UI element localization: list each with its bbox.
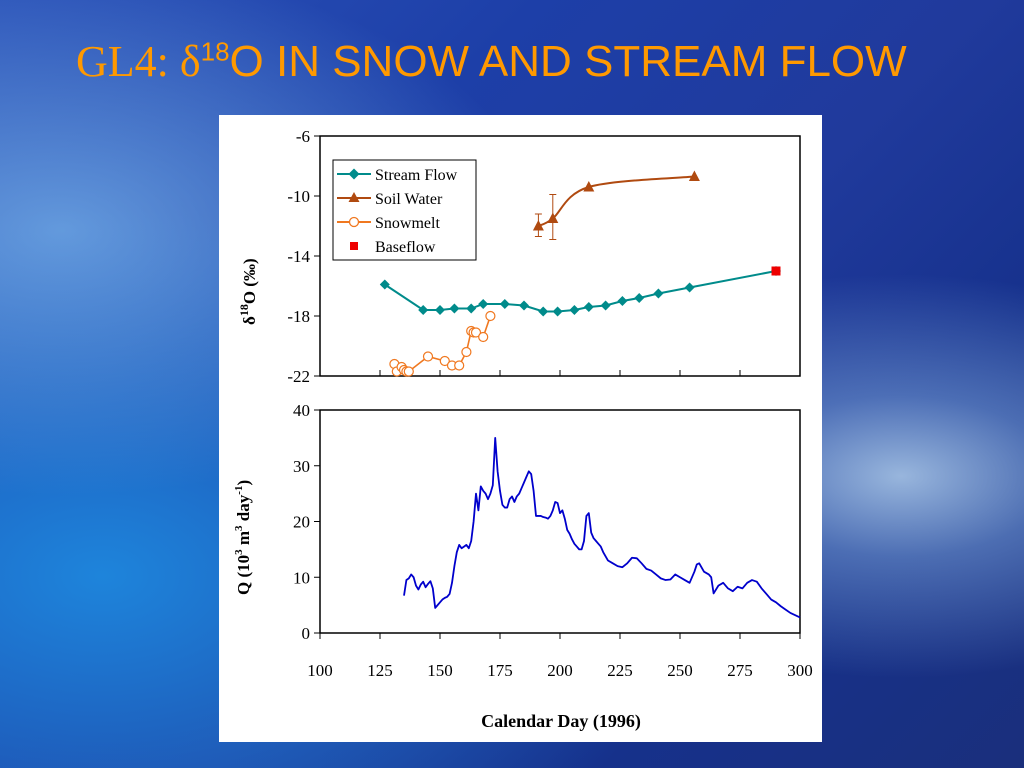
isotope-y-tick-label: -22 (287, 367, 310, 386)
discharge-y-ticks: 0 10 20 30 40 (293, 401, 320, 643)
x-tick-label: 125 (367, 661, 393, 680)
isotope-y-tick-label: -6 (296, 127, 310, 146)
discharge-chart: 0 10 20 30 40 100 125 150 175 200 225 250 275 300 Q … (233, 401, 813, 732)
isotope-y-ticks: -6 -10 -14 -18 -22 (287, 127, 320, 386)
stream-flow-point (519, 300, 529, 311)
isotope-series (379, 170, 781, 377)
discharge-ylabel-sup1: 3 (233, 549, 245, 555)
soil-water-point (688, 170, 700, 181)
discharge-plot-frame (319, 409, 801, 634)
discharge-y-tick-label: 10 (293, 568, 310, 587)
stream-flow-point (418, 305, 429, 315)
stream-flow-point (569, 305, 580, 315)
isotope-y-tick-label: -14 (287, 247, 310, 266)
soil-water-point (547, 212, 559, 223)
slide-title: GL4: δ18O IN SNOW AND STREAM FLOW (76, 36, 907, 87)
baseflow-point (771, 266, 781, 276)
discharge-x-ticks: 100 125 150 175 200 225 250 275 300 (307, 633, 813, 680)
isotope-y-tick-label: -10 (287, 187, 310, 206)
legend-baseflow-marker (350, 242, 358, 250)
discharge-ylabel-mid: m (234, 531, 253, 549)
title-prefix: GL4: δ (76, 37, 201, 86)
discharge-ylabel-sup2: 3 (233, 525, 245, 531)
stream-flow-point (634, 293, 645, 303)
snowmelt-point (478, 331, 489, 343)
stream-flow-point (583, 302, 594, 312)
x-axis-label: Calendar Day (1996) (481, 711, 641, 732)
chart-panel: -6 -10 -14 -18 -22 δ18O (‰) Stream Flow Soil… (219, 115, 822, 742)
snowmelt-point (439, 355, 450, 367)
stream-flow-point (466, 303, 477, 314)
legend-snowmelt-label: Snowmelt (375, 215, 440, 232)
x-tick-label: 175 (487, 661, 513, 680)
discharge-ylabel-main: Q (10 (234, 555, 253, 595)
isotope-x-ticks (319, 370, 801, 376)
legend-soil-water-marker (348, 192, 360, 202)
legend-snowmelt-marker (348, 216, 360, 228)
discharge-ylabel-mid2: day (234, 494, 253, 525)
x-tick-label: 275 (727, 661, 753, 680)
snowmelt-point (454, 360, 465, 371)
stream-flow-point (552, 306, 563, 317)
stream-flow-point (653, 288, 664, 299)
x-tick-label: 150 (427, 661, 453, 680)
snowmelt-point (461, 346, 472, 358)
title-superscript: 18 (200, 36, 230, 67)
x-tick-label: 100 (307, 661, 333, 680)
discharge-ylabel-sup3: -1 (233, 486, 245, 495)
discharge-y-tick-label: 0 (302, 624, 311, 643)
legend: Stream Flow Soil Water Snowmelt Baseflow (332, 159, 477, 261)
discharge-ylabel-end: ) (234, 480, 253, 486)
discharge-y-tick-label: 30 (293, 457, 310, 476)
legend-baseflow-label: Baseflow (375, 239, 436, 256)
legend-stream-flow-label: Stream Flow (375, 167, 458, 184)
stream-flow-point (478, 299, 489, 309)
discharge-y-tick-label: 40 (293, 401, 310, 420)
soil-water-point (583, 181, 595, 192)
x-tick-label: 300 (787, 661, 813, 680)
stream-flow-point (379, 279, 390, 290)
snowmelt-point (470, 327, 482, 338)
stream-flow-point (684, 282, 695, 293)
soil-water-line (537, 175, 695, 227)
discharge-series (403, 436, 801, 619)
stream-flow-point (435, 305, 445, 315)
stream-flow-point (538, 306, 549, 317)
isotope-y-axis-label: δ18O (‰) (237, 258, 259, 325)
chart-svg: -6-10-14-18-22 δ18O (‰) Stream Flow Soil… (233, 127, 813, 732)
snowmelt-point (485, 310, 496, 322)
stream-flow-point (449, 303, 460, 314)
stream-flow-line (384, 270, 777, 313)
isotope-y-tick-label: -18 (287, 307, 310, 326)
x-tick-label: 250 (667, 661, 693, 680)
soil-water-point (532, 220, 544, 231)
snowmelt-point (422, 351, 434, 362)
isotope-ylabel-superscript: 18 (237, 304, 251, 316)
x-tick-label: 200 (547, 661, 573, 680)
snowmelt-point (403, 366, 414, 377)
discharge-y-tick-label: 20 (293, 513, 310, 532)
isotope-chart: -6 -10 -14 -18 -22 δ18O (‰) Stream Flow Soil… (237, 127, 801, 386)
stream-flow-point (617, 296, 628, 306)
isotope-ylabel-rest: O (‰) (240, 258, 259, 304)
title-suffix: O IN SNOW AND STREAM FLOW (229, 37, 907, 86)
discharge-y-axis-label: Q (103 m3 day-1) (233, 480, 253, 595)
stream-flow-point (600, 300, 611, 311)
isotope-ylabel-delta: δ (240, 316, 259, 325)
stream-flow-point (499, 299, 510, 309)
discharge-line (403, 436, 801, 619)
legend-stream-flow-marker (348, 168, 360, 180)
legend-soil-water-label: Soil Water (375, 191, 443, 208)
x-tick-label: 225 (607, 661, 633, 680)
